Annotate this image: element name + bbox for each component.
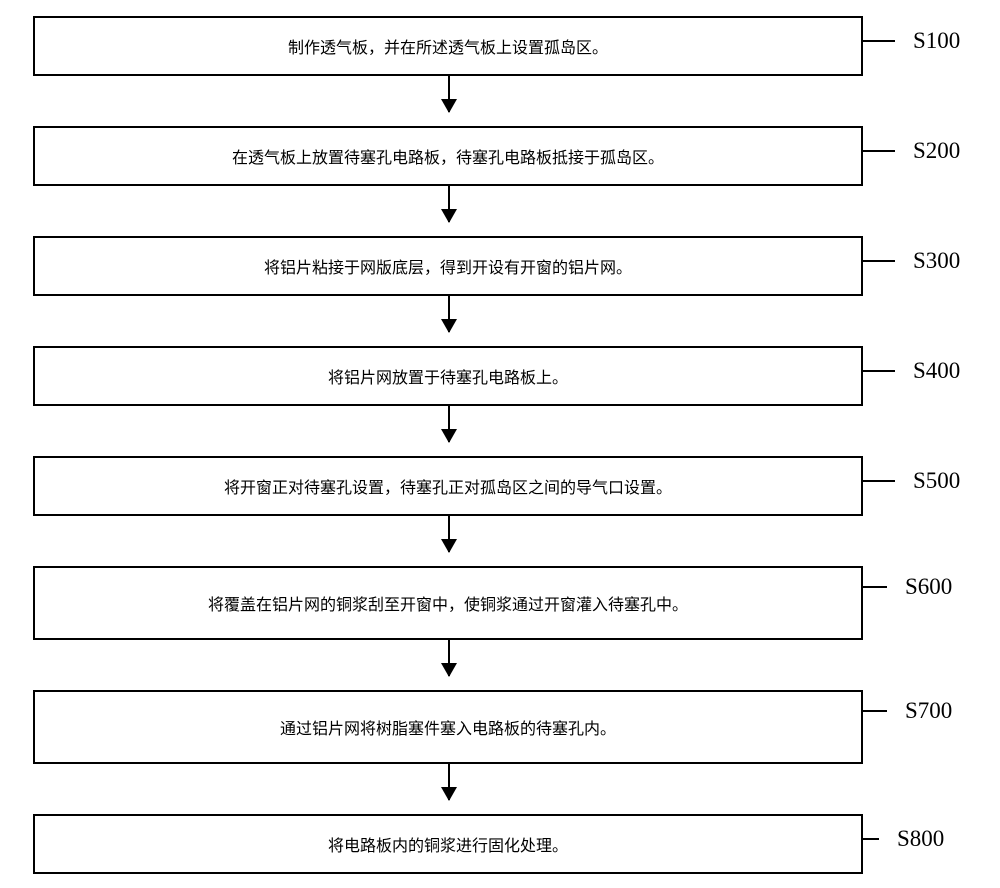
step-label-s500: S500	[863, 468, 960, 494]
step-box: 将覆盖在铝片网的铜浆刮至开窗中，使铜浆通过开窗灌入待塞孔中。	[33, 566, 863, 640]
step-s700: 通过铝片网将树脂塞件塞入电路板的待塞孔内。	[33, 690, 863, 764]
label-connector	[863, 40, 895, 42]
step-s200: 在透气板上放置待塞孔电路板，待塞孔电路板抵接于孤岛区。	[33, 126, 863, 186]
arrow-icon	[448, 186, 450, 222]
step-text: 制作透气板，并在所述透气板上设置孤岛区。	[288, 34, 608, 58]
flowchart-container: 制作透气板，并在所述透气板上设置孤岛区。 S100 在透气板上放置待塞孔电路板，…	[0, 0, 1000, 888]
label-connector	[863, 710, 887, 712]
step-box: 将铝片粘接于网版底层，得到开设有开窗的铝片网。	[33, 236, 863, 296]
step-box: 将开窗正对待塞孔设置，待塞孔正对孤岛区之间的导气口设置。	[33, 456, 863, 516]
step-text: 将铝片粘接于网版底层，得到开设有开窗的铝片网。	[264, 254, 632, 278]
step-id: S400	[913, 358, 960, 384]
arrow-icon	[448, 764, 450, 800]
step-label-s300: S300	[863, 248, 960, 274]
step-id: S600	[905, 574, 952, 600]
step-label-s700: S700	[863, 698, 952, 724]
step-s100: 制作透气板，并在所述透气板上设置孤岛区。	[33, 16, 863, 76]
label-connector	[863, 370, 895, 372]
label-connector	[863, 480, 895, 482]
step-id: S500	[913, 468, 960, 494]
step-s600: 将覆盖在铝片网的铜浆刮至开窗中，使铜浆通过开窗灌入待塞孔中。	[33, 566, 863, 640]
step-s300: 将铝片粘接于网版底层，得到开设有开窗的铝片网。	[33, 236, 863, 296]
step-label-s600: S600	[863, 574, 952, 600]
step-box: 通过铝片网将树脂塞件塞入电路板的待塞孔内。	[33, 690, 863, 764]
arrow-icon	[448, 640, 450, 676]
label-connector	[863, 150, 895, 152]
label-connector	[863, 838, 879, 840]
step-text: 将覆盖在铝片网的铜浆刮至开窗中，使铜浆通过开窗灌入待塞孔中。	[208, 591, 688, 615]
arrow-icon	[448, 76, 450, 112]
step-text: 将电路板内的铜浆进行固化处理。	[328, 832, 568, 856]
label-connector	[863, 586, 887, 588]
arrow-icon	[448, 406, 450, 442]
step-s500: 将开窗正对待塞孔设置，待塞孔正对孤岛区之间的导气口设置。	[33, 456, 863, 516]
step-s800: 将电路板内的铜浆进行固化处理。	[33, 814, 863, 874]
arrow-icon	[448, 516, 450, 552]
step-id: S800	[897, 826, 944, 852]
label-connector	[863, 260, 895, 262]
step-label-s400: S400	[863, 358, 960, 384]
step-s400: 将铝片网放置于待塞孔电路板上。	[33, 346, 863, 406]
arrow-icon	[448, 296, 450, 332]
step-box: 将铝片网放置于待塞孔电路板上。	[33, 346, 863, 406]
step-box: 将电路板内的铜浆进行固化处理。	[33, 814, 863, 874]
step-label-s100: S100	[863, 28, 960, 54]
step-text: 在透气板上放置待塞孔电路板，待塞孔电路板抵接于孤岛区。	[232, 144, 664, 168]
step-text: 通过铝片网将树脂塞件塞入电路板的待塞孔内。	[280, 715, 616, 739]
step-text: 将铝片网放置于待塞孔电路板上。	[328, 364, 568, 388]
step-id: S100	[913, 28, 960, 54]
step-label-s800: S800	[863, 826, 944, 852]
step-id: S700	[905, 698, 952, 724]
step-box: 在透气板上放置待塞孔电路板，待塞孔电路板抵接于孤岛区。	[33, 126, 863, 186]
step-id: S300	[913, 248, 960, 274]
step-text: 将开窗正对待塞孔设置，待塞孔正对孤岛区之间的导气口设置。	[224, 474, 672, 498]
step-label-s200: S200	[863, 138, 960, 164]
step-box: 制作透气板，并在所述透气板上设置孤岛区。	[33, 16, 863, 76]
step-id: S200	[913, 138, 960, 164]
